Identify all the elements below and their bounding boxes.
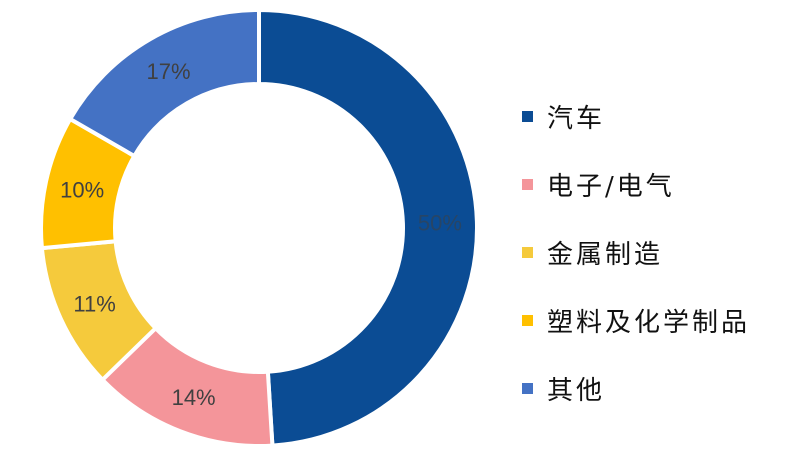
legend-label: 塑料及化学制品	[547, 307, 751, 338]
legend: 汽车 电子/电气 金属制造 塑料及化学制品 其他	[522, 82, 750, 422]
legend-item-other: 其他	[522, 354, 750, 422]
legend-item-auto: 汽车	[522, 82, 750, 150]
data-label: 17%	[146, 59, 190, 84]
legend-item-metal: 金属制造	[522, 218, 750, 286]
data-label: 50%	[418, 210, 462, 235]
legend-swatch	[522, 246, 533, 258]
legend-label: 其他	[547, 375, 606, 406]
data-label: 11%	[73, 292, 115, 317]
legend-label: 汽车	[547, 103, 606, 134]
data-label: 10%	[60, 177, 104, 202]
legend-item-plastics: 塑料及化学制品	[522, 286, 750, 354]
donut-slice	[257, 7, 480, 448]
legend-swatch	[522, 314, 533, 326]
legend-item-electronics: 电子/电气	[522, 150, 750, 218]
donut-slice	[67, 7, 261, 159]
data-label: 14%	[172, 385, 216, 410]
legend-swatch	[522, 110, 533, 122]
legend-swatch	[522, 382, 533, 394]
legend-swatch	[522, 178, 533, 190]
legend-label: 金属制造	[547, 239, 664, 270]
legend-label: 电子/电气	[547, 171, 675, 202]
